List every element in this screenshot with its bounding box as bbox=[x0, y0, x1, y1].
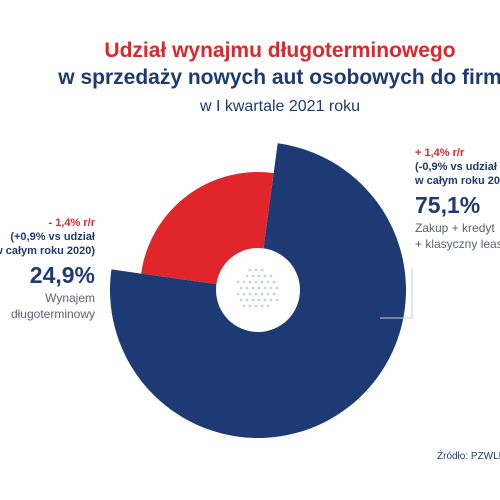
chart-title: Udział wynajmu długoterminowego w sprzed… bbox=[0, 37, 500, 119]
leader-lines bbox=[380, 268, 413, 319]
annotation-purchase: + 1,4% r/r (-0,9% vs udział w całym roku… bbox=[415, 146, 500, 252]
source-note: Źródło: PZWLP bbox=[437, 451, 500, 462]
purchase-compare-line-1: (-0,9% vs udział bbox=[415, 161, 497, 173]
rental-label-line-1: Wynajem bbox=[45, 291, 95, 305]
title-line-1: Udział wynajmu długoterminowego bbox=[104, 39, 456, 62]
title-line-2: w sprzedaży nowych aut osobowych do firm bbox=[58, 66, 500, 89]
chart-subtitle: w I kwartale 2021 roku bbox=[199, 98, 361, 115]
rental-label-line-2: długoterminowy bbox=[10, 307, 95, 321]
purchase-compare-line-2: w całym roku 2020) bbox=[415, 175, 500, 187]
purchase-value-label: 75,1% bbox=[415, 192, 481, 218]
annotation-rental: - 1,4% r/r (+0,9% vs udział w całym roku… bbox=[0, 216, 95, 322]
donut-hole bbox=[216, 248, 300, 332]
rental-compare-line-2: w całym roku 2020) bbox=[0, 245, 95, 257]
purchase-label-line-2: + klasyczny leasing bbox=[415, 237, 500, 251]
rental-compare-line-1: (+0,9% vs udział bbox=[10, 231, 95, 243]
leader-line-purchase bbox=[380, 268, 413, 319]
purchase-change: + 1,4% r/r bbox=[415, 147, 465, 159]
rental-change: - 1,4% r/r bbox=[48, 217, 95, 229]
purchase-label-line-1: Zakup + kredyt bbox=[415, 221, 495, 235]
center-hole bbox=[216, 248, 300, 332]
rental-value-label: 24,9% bbox=[29, 262, 95, 288]
dot-pattern bbox=[236, 268, 279, 308]
